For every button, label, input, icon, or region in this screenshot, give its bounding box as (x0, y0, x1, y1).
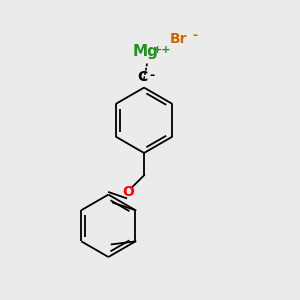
Text: Mg: Mg (133, 44, 158, 59)
Text: ++: ++ (153, 44, 172, 55)
Text: -: - (150, 69, 155, 82)
Text: Br: Br (169, 32, 187, 46)
Text: O: O (122, 184, 134, 199)
Text: -: - (192, 29, 197, 42)
Text: C: C (137, 70, 148, 84)
